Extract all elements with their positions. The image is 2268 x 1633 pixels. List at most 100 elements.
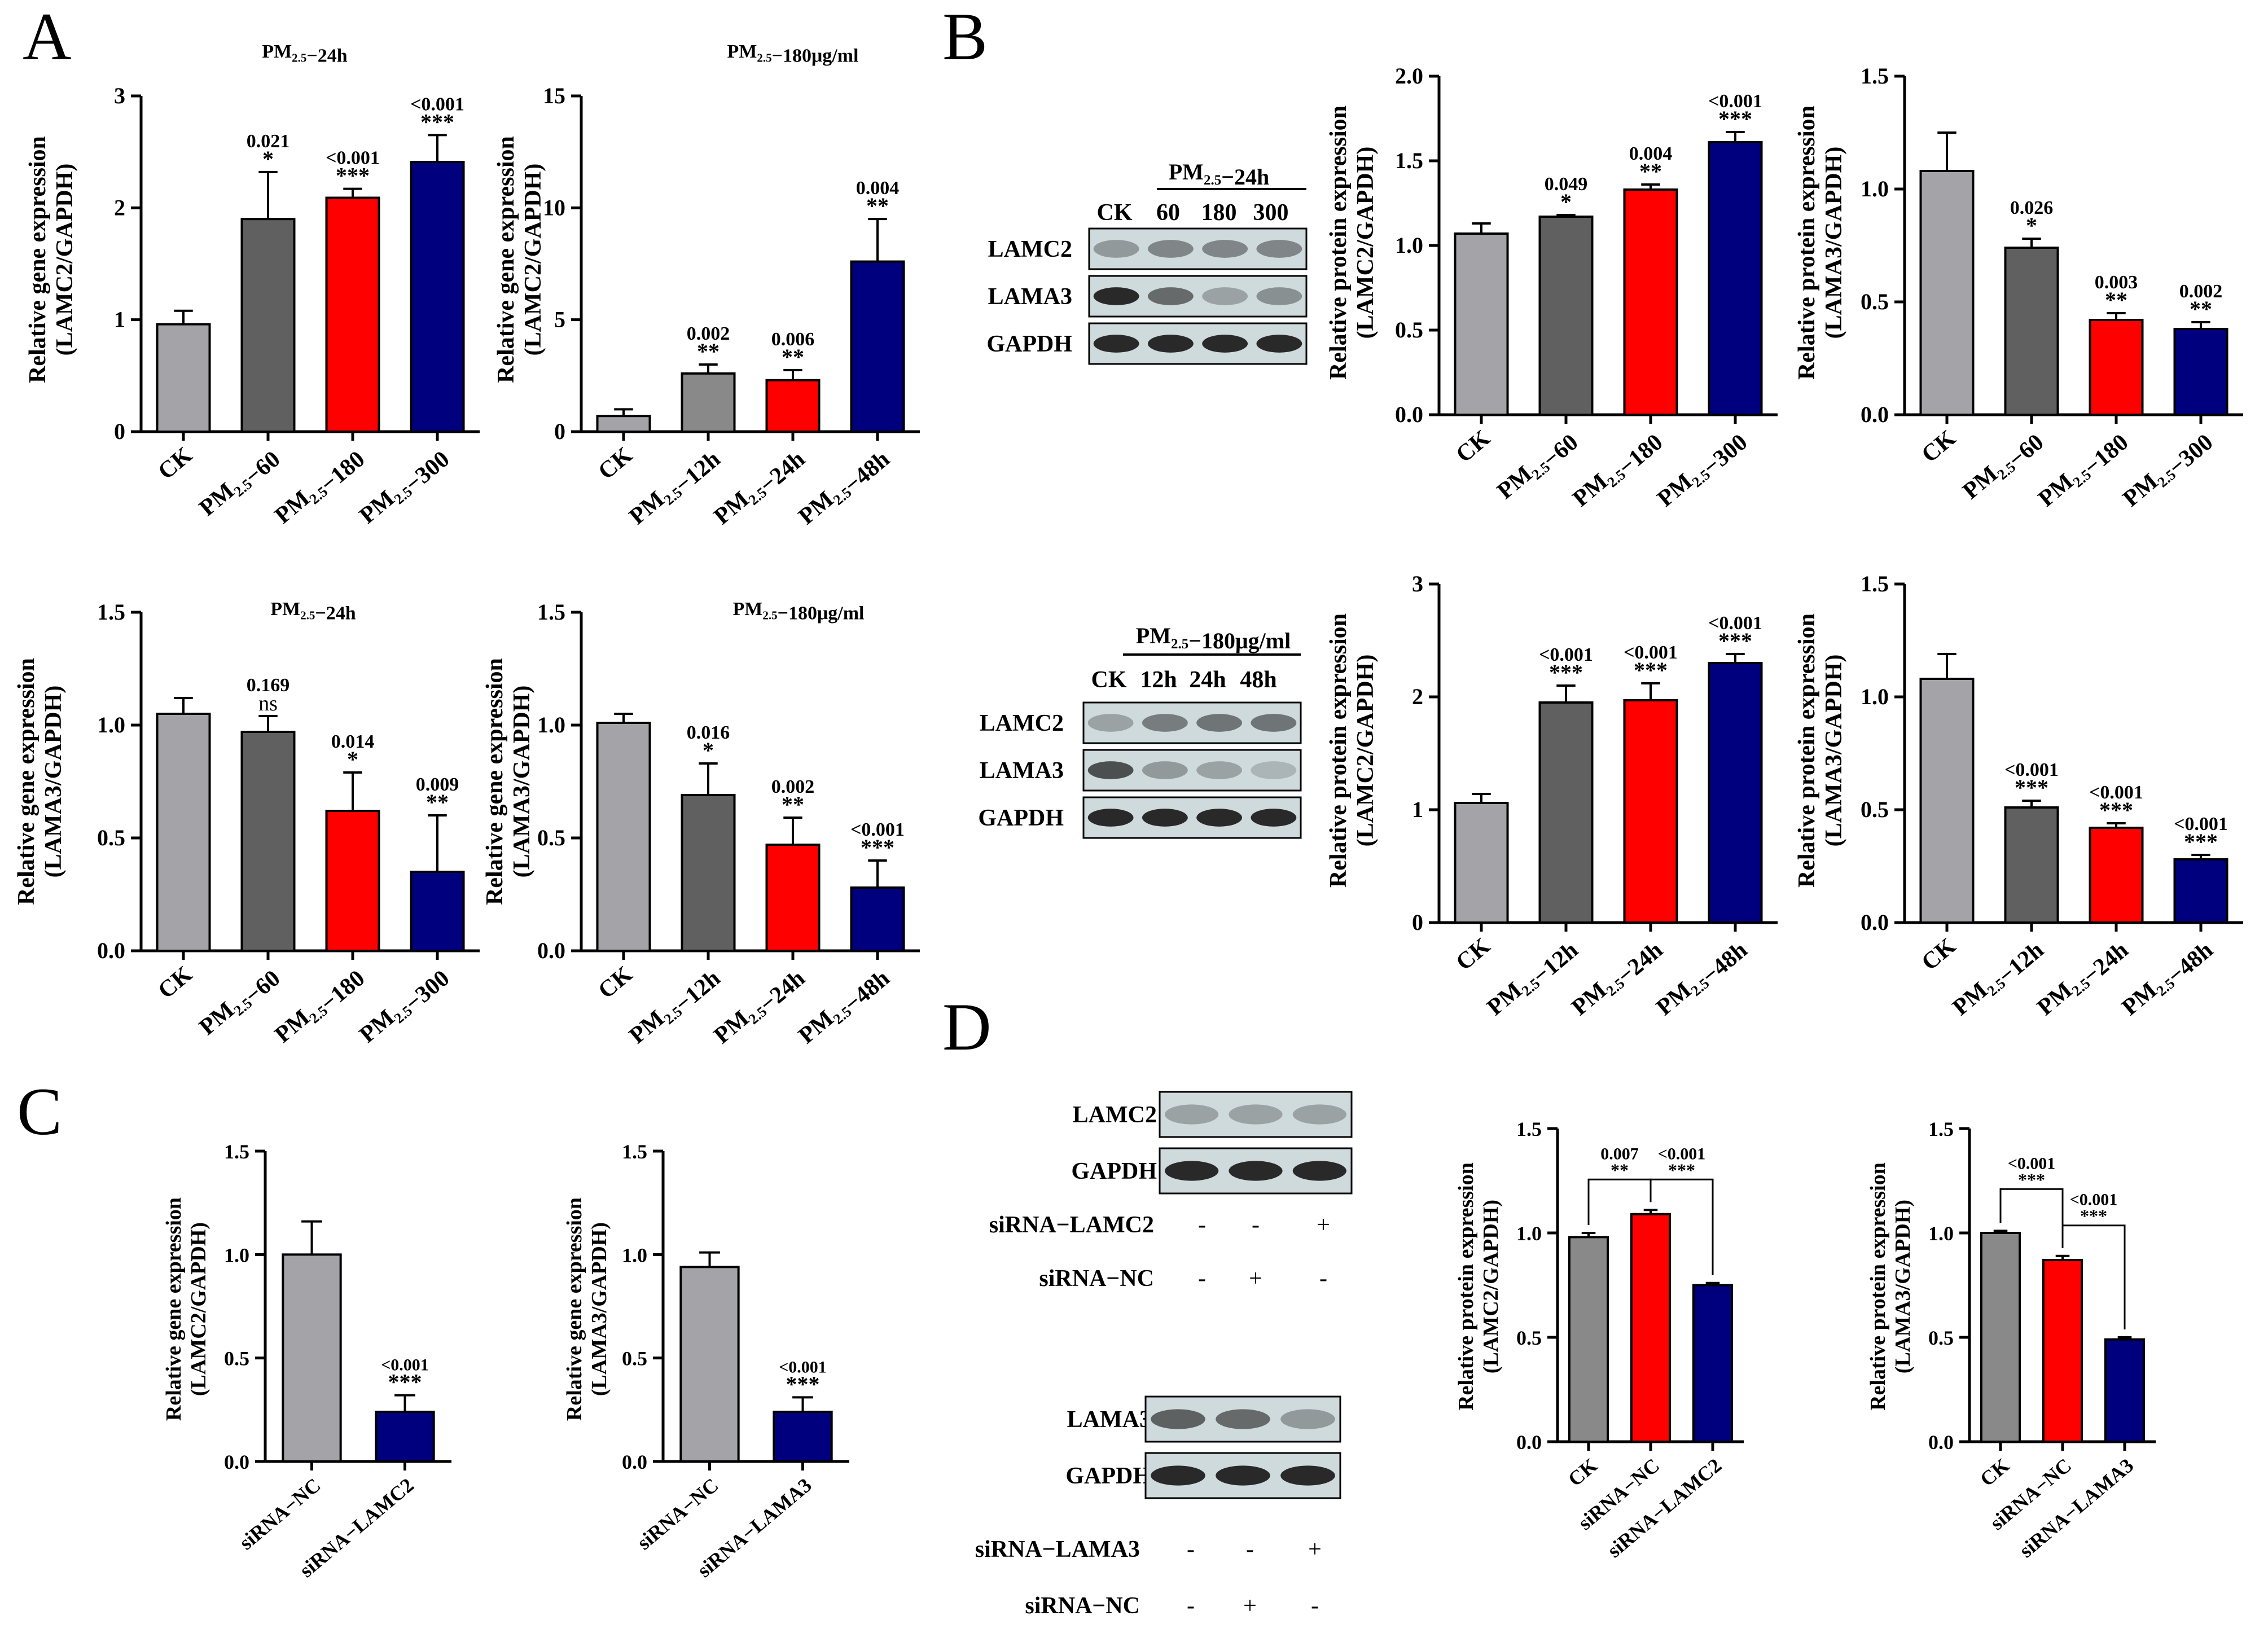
x-tick-label: PM2.5−48h bbox=[1652, 933, 1753, 1025]
western-blot-WB4: LAMA3 GAPDH siRNA−LAMA3 - - + siRNA−NC - + - bbox=[975, 1395, 1341, 1619]
y-tick-label: 1.0 bbox=[224, 1244, 249, 1266]
chart-A3: PM2.5−24h Relative gene expression (LAMA3/… bbox=[14, 599, 480, 1048]
y-tick-label: 0.0 bbox=[1395, 402, 1423, 427]
y-axis-label: (LAMA3/GAPDH) bbox=[1821, 655, 1847, 847]
bar bbox=[1919, 170, 1975, 416]
blot-band bbox=[1165, 1104, 1219, 1125]
y-axis-label: (LAMA3/GAPDH) bbox=[1891, 1200, 1915, 1373]
significance-stars: ns bbox=[258, 692, 278, 715]
p-value-label: <0.001 bbox=[1708, 613, 1762, 634]
blot-band bbox=[1229, 1104, 1283, 1125]
x-tick-label: PM2.5−12h bbox=[1948, 933, 2049, 1025]
blot-band bbox=[1142, 714, 1188, 732]
p-value-label: 0.007 bbox=[1600, 1144, 1639, 1163]
x-tick-label: CK bbox=[1451, 425, 1495, 468]
blot-lane-label: 48h bbox=[1240, 667, 1276, 693]
y-axis-label: Relative gene expression bbox=[563, 1197, 586, 1421]
x-tick-label: PM2.5−300 bbox=[1652, 425, 1752, 516]
blot-row-label: GAPDH bbox=[1071, 1158, 1157, 1184]
x-tick-label: PM2.5−300 bbox=[354, 442, 454, 533]
x-tick-label: PM2.5−24h bbox=[709, 442, 810, 534]
y-tick-label: 1.5 bbox=[1928, 1118, 1954, 1140]
x-tick-label: CK bbox=[1917, 425, 1961, 468]
y-tick-label: 1.0 bbox=[622, 1244, 647, 1266]
p-value-label: <0.001 bbox=[410, 94, 464, 115]
x-tick-label: PM2.5−24h bbox=[1567, 933, 1668, 1025]
bar bbox=[1623, 699, 1678, 924]
y-tick-label: 0.0 bbox=[224, 1451, 249, 1473]
y-axis-label: (LAMC2/GAPDH) bbox=[1479, 1200, 1503, 1373]
comparison-bracket bbox=[2061, 1224, 2126, 1329]
significance-stars: * bbox=[2026, 213, 2037, 238]
blot-band bbox=[1147, 287, 1194, 305]
condition-mark: - bbox=[1198, 1212, 1206, 1238]
chart-title: PM2.5−24h bbox=[270, 599, 356, 624]
y-tick-label: 0.0 bbox=[622, 1451, 647, 1473]
significance-stars: ** bbox=[2190, 296, 2212, 322]
significance-stars: ** bbox=[1611, 1160, 1629, 1180]
blot-band bbox=[1151, 1465, 1205, 1486]
y-tick-label: 10 bbox=[543, 195, 565, 220]
y-tick-label: 1 bbox=[114, 307, 125, 332]
bar bbox=[1708, 662, 1763, 924]
blot-band bbox=[1196, 761, 1243, 779]
significance-stars: *** bbox=[2018, 1169, 2045, 1189]
condition-mark: - bbox=[1252, 1212, 1260, 1238]
y-tick-label: 0 bbox=[114, 419, 125, 444]
y-tick-label: 5 bbox=[554, 307, 565, 332]
bar bbox=[410, 161, 465, 433]
y-axis-label: Relative gene expression bbox=[25, 136, 51, 383]
bar bbox=[240, 218, 296, 433]
blot-row-label: LAMA3 bbox=[980, 758, 1064, 784]
p-value-label: <0.001 bbox=[1624, 642, 1678, 663]
blot-band bbox=[1165, 1161, 1219, 1181]
significance-stars: *** bbox=[2184, 829, 2218, 854]
x-tick-label: CK bbox=[153, 442, 198, 485]
bar bbox=[2104, 1338, 2146, 1443]
significance-stars: *** bbox=[2080, 1206, 2107, 1226]
blot-band bbox=[1087, 714, 1134, 732]
significance-stars: *** bbox=[2099, 797, 2133, 823]
x-tick-label: PM2.5−24h bbox=[2033, 933, 2134, 1025]
condition-mark: + bbox=[1317, 1212, 1330, 1238]
y-axis-label: Relative protein expression bbox=[1454, 1162, 1478, 1411]
p-value-label: 0.026 bbox=[2010, 197, 2054, 218]
bar bbox=[2173, 858, 2228, 924]
condition-mark: - bbox=[1187, 1593, 1195, 1619]
y-tick-label: 0.5 bbox=[1516, 1327, 1542, 1349]
p-value-label: <0.001 bbox=[381, 1356, 429, 1375]
chart-A2: PM2.5−180μg/ml Relative gene expression (L… bbox=[493, 41, 920, 534]
bar bbox=[681, 794, 736, 952]
significance-stars: *** bbox=[2015, 775, 2048, 800]
y-tick-label: 0.5 bbox=[537, 825, 565, 850]
condition-label: siRNA−LAMA3 bbox=[975, 1537, 1140, 1562]
y-tick-label: 1.0 bbox=[537, 712, 565, 738]
p-value-label: <0.001 bbox=[2174, 814, 2228, 835]
blot-band bbox=[1256, 287, 1302, 305]
x-tick-label: PM2.5−300 bbox=[2118, 425, 2218, 516]
panel-letter-B: B bbox=[942, 0, 988, 74]
x-tick-label: PM2.5−24h bbox=[709, 961, 810, 1053]
significance-stars: ** bbox=[782, 344, 804, 370]
blot-lane-label: 60 bbox=[1156, 200, 1180, 226]
blot-band bbox=[1196, 714, 1243, 732]
x-tick-label: siRNA−NC bbox=[235, 1473, 324, 1554]
p-value-label: 0.009 bbox=[416, 774, 459, 795]
condition-mark: - bbox=[1198, 1266, 1206, 1292]
y-tick-label: 0.0 bbox=[1861, 910, 1889, 935]
significance-stars: *** bbox=[336, 163, 370, 188]
y-tick-label: 0.5 bbox=[1861, 797, 1889, 822]
x-tick-label: PM2.5−60 bbox=[1492, 425, 1583, 508]
y-tick-label: 1.0 bbox=[1861, 176, 1889, 201]
significance-stars: *** bbox=[861, 835, 894, 860]
bar bbox=[2004, 806, 2059, 924]
significance-stars: ** bbox=[697, 339, 720, 364]
bar bbox=[2173, 328, 2228, 416]
y-tick-label: 1.0 bbox=[97, 712, 125, 738]
p-value-label: 0.006 bbox=[771, 329, 815, 350]
y-tick-label: 1.0 bbox=[1928, 1222, 1954, 1245]
condition-mark: + bbox=[1249, 1266, 1262, 1292]
blot-row-label: GAPDH bbox=[1065, 1463, 1151, 1489]
chart-B2: Relative protein expression (LAMA3/GAPDH)… bbox=[1794, 63, 2243, 516]
